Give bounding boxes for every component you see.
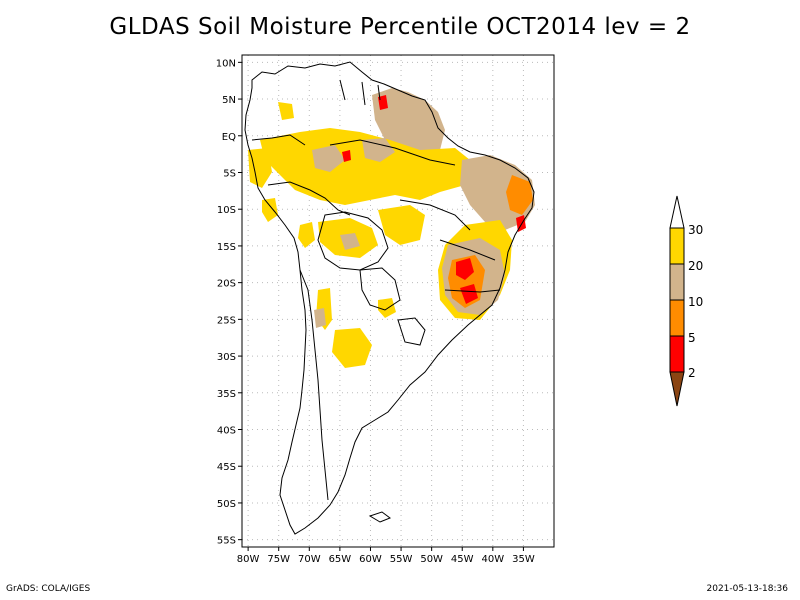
border-uruguay bbox=[397, 317, 426, 346]
lat-tick-label-30S: 30S bbox=[217, 352, 236, 363]
shade-guiana-red bbox=[378, 95, 388, 110]
shade-amazon-red bbox=[342, 150, 351, 162]
lat-tick-label-20S: 20S bbox=[217, 279, 236, 290]
colorbar-label-30: 30 bbox=[688, 223, 703, 237]
plot-frame bbox=[241, 54, 555, 548]
lat-tick-label-5S: 5S bbox=[223, 168, 236, 179]
falkland-islands bbox=[368, 511, 392, 523]
colorbar-bin-20-30 bbox=[669, 227, 685, 265]
colorbar-bin-2-5 bbox=[669, 335, 685, 373]
colorbar-bin-10-20 bbox=[669, 263, 685, 301]
lat-tick-label-EQ: EQ bbox=[222, 132, 236, 143]
colorbar-top-triangle bbox=[669, 195, 685, 229]
lon-tick-label-65W: 65W bbox=[329, 554, 352, 565]
shade-amazon-yellow bbox=[260, 128, 470, 205]
footer-timestamp: 2021-05-13-18:36 bbox=[706, 584, 789, 594]
border-bolivia bbox=[317, 211, 389, 271]
shade-argentina-tan bbox=[314, 308, 326, 328]
border-brazil-interior bbox=[329, 139, 501, 293]
colorbar-label-10: 10 bbox=[688, 295, 703, 309]
border-chile-argentina bbox=[299, 269, 329, 501]
plot-title: GLDAS Soil Moisture Percentile OCT2014 l… bbox=[109, 14, 691, 40]
shade-southeast-red-2 bbox=[460, 284, 478, 304]
lat-tick-label-10N: 10N bbox=[216, 58, 236, 69]
shaded-anomalies bbox=[248, 88, 535, 368]
lon-tick-label-50W: 50W bbox=[420, 554, 443, 565]
colorbar-bottom-triangle bbox=[669, 371, 685, 407]
lat-tick-label-40S: 40S bbox=[217, 426, 236, 437]
lon-tick-label-35W: 35W bbox=[512, 554, 535, 565]
shade-andes-yellow bbox=[298, 222, 315, 248]
lat-tick-label-55S: 55S bbox=[217, 536, 236, 547]
lat-tick-label-35S: 35S bbox=[217, 389, 236, 400]
shade-amazon-tan-2 bbox=[312, 145, 345, 172]
shade-amazon-tan-3 bbox=[362, 138, 395, 162]
shade-northeast-orange bbox=[506, 175, 533, 215]
lat-tick-label-5N: 5N bbox=[222, 95, 236, 106]
border-peru-brazil bbox=[267, 181, 351, 216]
colorbar-label-2: 2 bbox=[688, 366, 696, 380]
colorbar-label-20: 20 bbox=[688, 259, 703, 273]
colorbar-label-5: 5 bbox=[688, 331, 696, 345]
shade-northwest-yellow bbox=[248, 148, 272, 188]
shade-brazil-west-yellow bbox=[378, 205, 425, 245]
colorbar-bin-5-10 bbox=[669, 299, 685, 337]
colorbar: 30 20 10 5 2 bbox=[669, 195, 703, 407]
shade-peru-yellow bbox=[262, 198, 278, 222]
lon-tick-label-45W: 45W bbox=[451, 554, 474, 565]
shade-uruguay-yellow bbox=[378, 298, 396, 318]
south-america-coastline bbox=[244, 61, 535, 535]
shade-bolivia-tan bbox=[340, 233, 360, 250]
footer-credit: GrADS: COLA/IGES bbox=[6, 584, 91, 594]
lon-tick-label-70W: 70W bbox=[298, 554, 321, 565]
lat-tick-label-25S: 25S bbox=[217, 315, 236, 326]
lat-tick-label-10S: 10S bbox=[217, 205, 236, 216]
lat-tick-label-50S: 50S bbox=[217, 499, 236, 510]
axis-tick-labels: 10N 5N EQ 5S 10S 15S 20S 25S 30S 35S 40S 45S 50S 55S8… bbox=[216, 58, 535, 565]
lon-tick-label-40W: 40W bbox=[482, 554, 505, 565]
lon-tick-label-55W: 55W bbox=[390, 554, 413, 565]
shade-argentina-yellow-2 bbox=[332, 328, 372, 368]
lat-tick-label-15S: 15S bbox=[217, 242, 236, 253]
coastline-and-borders bbox=[244, 61, 535, 535]
shade-venezuela-yellow bbox=[278, 102, 294, 120]
border-paraguay bbox=[359, 267, 401, 311]
lon-tick-label-75W: 75W bbox=[267, 554, 290, 565]
lon-tick-label-80W: 80W bbox=[237, 554, 260, 565]
border-guianas bbox=[339, 79, 381, 106]
border-ecuador-colombia bbox=[251, 134, 306, 146]
shade-northeast-red bbox=[516, 215, 526, 232]
lat-tick-label-45S: 45S bbox=[217, 462, 236, 473]
lon-tick-label-60W: 60W bbox=[359, 554, 382, 565]
shade-southeast-red-1 bbox=[456, 258, 474, 280]
